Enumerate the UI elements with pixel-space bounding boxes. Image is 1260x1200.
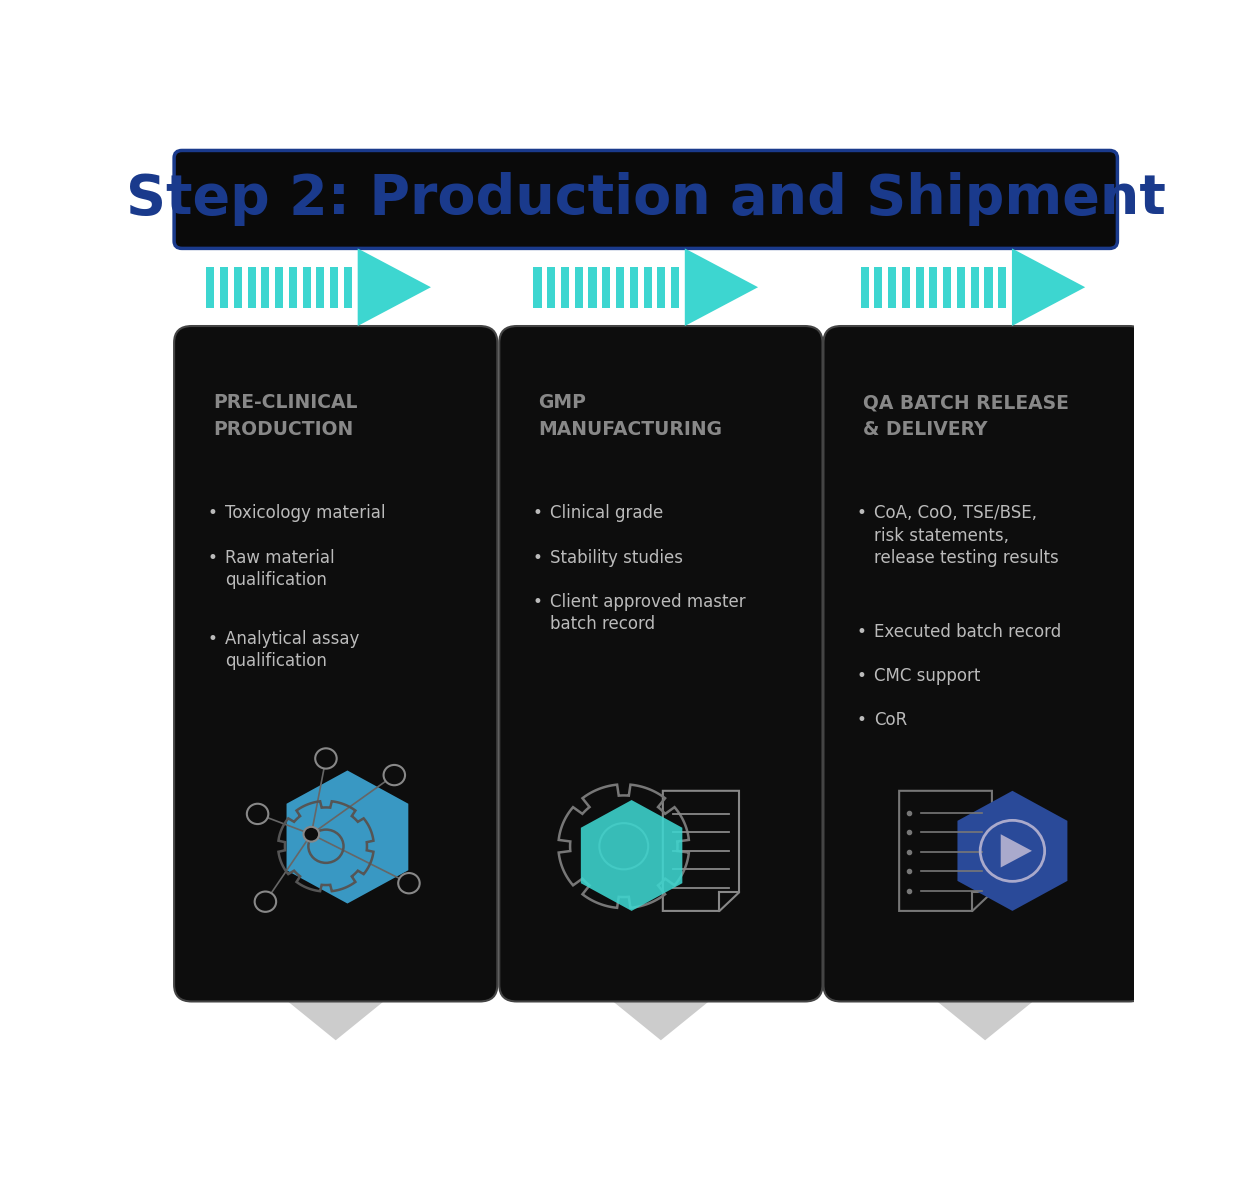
Text: GMP
MANUFACTURING: GMP MANUFACTURING — [538, 394, 722, 439]
Polygon shape — [547, 266, 556, 307]
Polygon shape — [234, 266, 242, 307]
Text: Step 2: Production and Shipment: Step 2: Production and Shipment — [126, 173, 1166, 227]
Polygon shape — [902, 266, 910, 307]
Text: •: • — [533, 593, 542, 611]
Polygon shape — [275, 266, 284, 307]
Text: •: • — [533, 548, 542, 566]
Polygon shape — [561, 266, 570, 307]
Polygon shape — [575, 266, 583, 307]
Text: QA BATCH RELEASE
& DELIVERY: QA BATCH RELEASE & DELIVERY — [863, 394, 1068, 439]
Text: •: • — [208, 630, 217, 648]
Polygon shape — [316, 266, 325, 307]
Text: •: • — [857, 504, 867, 522]
Polygon shape — [956, 266, 965, 307]
FancyBboxPatch shape — [174, 150, 1118, 248]
Polygon shape — [220, 266, 228, 307]
Polygon shape — [930, 266, 937, 307]
Polygon shape — [207, 266, 214, 307]
Polygon shape — [916, 266, 924, 307]
Polygon shape — [672, 266, 679, 307]
Polygon shape — [261, 266, 270, 307]
Polygon shape — [1000, 834, 1032, 868]
Text: PRE-CLINICAL
PRODUCTION: PRE-CLINICAL PRODUCTION — [213, 394, 358, 439]
Text: Clinical grade: Clinical grade — [551, 504, 663, 522]
Polygon shape — [616, 266, 624, 307]
Polygon shape — [998, 266, 1007, 307]
Circle shape — [247, 804, 268, 824]
Text: •: • — [857, 623, 867, 641]
Circle shape — [255, 892, 276, 912]
FancyBboxPatch shape — [499, 326, 823, 1002]
Text: Executed batch record: Executed batch record — [874, 623, 1061, 641]
Polygon shape — [874, 266, 882, 307]
Circle shape — [383, 764, 404, 785]
Circle shape — [398, 874, 420, 893]
Text: Raw material
qualification: Raw material qualification — [224, 548, 334, 589]
Polygon shape — [588, 266, 596, 307]
Text: •: • — [208, 504, 217, 522]
Polygon shape — [658, 266, 665, 307]
Polygon shape — [888, 266, 896, 307]
Text: CMC support: CMC support — [874, 667, 980, 685]
Polygon shape — [533, 266, 542, 307]
Text: •: • — [857, 712, 867, 730]
Polygon shape — [644, 266, 651, 307]
Text: CoA, CoO, TSE/BSE,
risk statements,
release testing results: CoA, CoO, TSE/BSE, risk statements, rele… — [874, 504, 1058, 566]
Text: •: • — [857, 667, 867, 685]
Text: •: • — [533, 504, 542, 522]
Polygon shape — [602, 266, 610, 307]
Polygon shape — [581, 800, 683, 911]
Polygon shape — [330, 266, 338, 307]
Polygon shape — [984, 266, 993, 307]
Circle shape — [304, 827, 319, 841]
Polygon shape — [944, 266, 951, 307]
Polygon shape — [302, 266, 311, 307]
Polygon shape — [685, 248, 759, 326]
Polygon shape — [344, 266, 352, 307]
Text: •: • — [208, 548, 217, 566]
Polygon shape — [630, 266, 638, 307]
Polygon shape — [592, 985, 730, 1040]
Text: Analytical assay
qualification: Analytical assay qualification — [224, 630, 359, 671]
Circle shape — [315, 749, 336, 769]
Polygon shape — [289, 266, 297, 307]
Polygon shape — [970, 266, 979, 307]
Text: Client approved master
batch record: Client approved master batch record — [551, 593, 746, 634]
FancyBboxPatch shape — [174, 326, 498, 1002]
Text: Stability studies: Stability studies — [551, 548, 683, 566]
Polygon shape — [861, 266, 868, 307]
Polygon shape — [267, 985, 404, 1040]
Polygon shape — [1012, 248, 1085, 326]
Polygon shape — [917, 985, 1053, 1040]
FancyBboxPatch shape — [824, 326, 1147, 1002]
Polygon shape — [358, 248, 431, 326]
Text: Toxicology material: Toxicology material — [224, 504, 386, 522]
Text: CoR: CoR — [874, 712, 907, 730]
Polygon shape — [248, 266, 256, 307]
Polygon shape — [958, 791, 1067, 911]
Polygon shape — [286, 770, 408, 904]
